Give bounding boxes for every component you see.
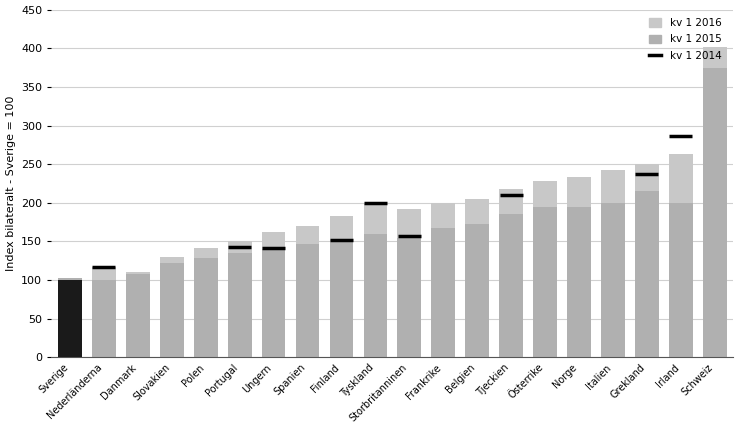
Bar [296, 244, 319, 357]
Bar [126, 274, 150, 357]
Bar [432, 203, 455, 227]
Bar [398, 238, 421, 357]
Bar [330, 216, 353, 240]
Bar [466, 224, 489, 357]
Bar [160, 257, 183, 263]
Bar [58, 280, 82, 357]
Bar [500, 189, 523, 214]
Bar [534, 181, 557, 207]
Bar [601, 203, 625, 357]
Bar [601, 169, 625, 203]
Bar [398, 209, 421, 238]
Bar [330, 240, 353, 357]
Bar [432, 227, 455, 357]
Bar [466, 199, 489, 224]
Bar [364, 203, 387, 234]
Bar [669, 203, 692, 357]
Bar [567, 207, 591, 357]
Bar [262, 249, 285, 357]
Bar [58, 278, 82, 357]
Bar [92, 280, 116, 357]
Y-axis label: Index bilateralt - Sverige = 100: Index bilateralt - Sverige = 100 [6, 96, 16, 271]
Bar [635, 191, 658, 357]
Bar [194, 258, 217, 357]
Bar [500, 214, 523, 357]
Bar [669, 154, 692, 203]
Legend: kv 1 2016, kv 1 2015, kv 1 2014: kv 1 2016, kv 1 2015, kv 1 2014 [649, 18, 721, 61]
Bar [635, 164, 658, 191]
Bar [703, 67, 726, 357]
Bar [296, 226, 319, 244]
Bar [160, 263, 183, 357]
Bar [364, 234, 387, 357]
Bar [228, 241, 251, 253]
Bar [228, 253, 251, 357]
Bar [92, 267, 116, 280]
Bar [534, 207, 557, 357]
Bar [126, 272, 150, 274]
Bar [58, 278, 82, 280]
Bar [703, 47, 726, 67]
Bar [194, 248, 217, 258]
Bar [262, 232, 285, 249]
Bar [567, 177, 591, 207]
